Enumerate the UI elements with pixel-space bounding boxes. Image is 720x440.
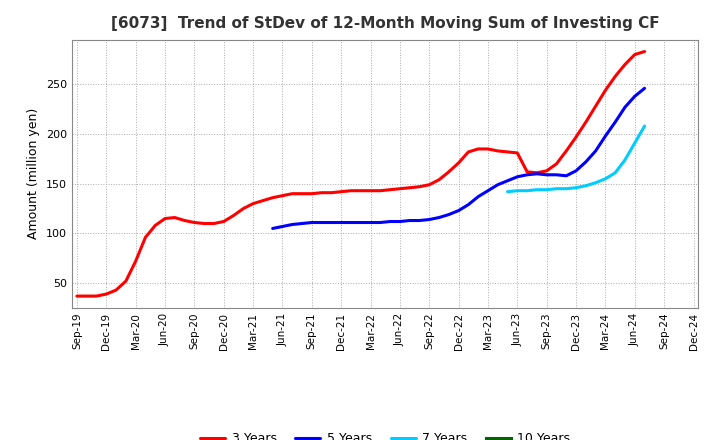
3 Years bbox=[640, 49, 649, 54]
5 Years bbox=[484, 188, 492, 193]
7 Years bbox=[621, 157, 629, 162]
5 Years bbox=[297, 221, 306, 226]
3 Years bbox=[366, 188, 375, 193]
5 Years bbox=[454, 208, 463, 213]
5 Years bbox=[523, 172, 531, 177]
5 Years bbox=[337, 220, 346, 225]
3 Years bbox=[484, 147, 492, 152]
7 Years bbox=[601, 176, 610, 181]
7 Years bbox=[552, 186, 561, 191]
5 Years bbox=[601, 133, 610, 139]
5 Years bbox=[640, 86, 649, 91]
Legend: 3 Years, 5 Years, 7 Years, 10 Years: 3 Years, 5 Years, 7 Years, 10 Years bbox=[195, 427, 575, 440]
5 Years bbox=[542, 172, 551, 177]
5 Years bbox=[288, 222, 297, 227]
5 Years bbox=[425, 217, 433, 222]
7 Years bbox=[631, 140, 639, 146]
5 Years bbox=[405, 218, 414, 223]
3 Years bbox=[92, 293, 101, 299]
3 Years bbox=[131, 259, 140, 264]
5 Years bbox=[621, 105, 629, 110]
7 Years bbox=[640, 124, 649, 129]
5 Years bbox=[582, 159, 590, 165]
7 Years bbox=[523, 188, 531, 193]
5 Years bbox=[464, 202, 473, 207]
7 Years bbox=[503, 189, 512, 194]
5 Years bbox=[503, 178, 512, 183]
3 Years bbox=[220, 219, 228, 224]
5 Years bbox=[386, 219, 395, 224]
5 Years bbox=[269, 226, 277, 231]
5 Years bbox=[611, 120, 619, 125]
5 Years bbox=[435, 215, 444, 220]
5 Years bbox=[533, 171, 541, 176]
5 Years bbox=[513, 174, 522, 180]
Title: [6073]  Trend of StDev of 12-Month Moving Sum of Investing CF: [6073] Trend of StDev of 12-Month Moving… bbox=[111, 16, 660, 32]
5 Years bbox=[631, 94, 639, 99]
7 Years bbox=[562, 186, 570, 191]
5 Years bbox=[278, 224, 287, 229]
5 Years bbox=[493, 182, 502, 187]
5 Years bbox=[444, 212, 453, 217]
5 Years bbox=[552, 172, 561, 177]
5 Years bbox=[307, 220, 316, 225]
5 Years bbox=[327, 220, 336, 225]
5 Years bbox=[395, 219, 404, 224]
5 Years bbox=[474, 194, 482, 199]
7 Years bbox=[611, 170, 619, 176]
5 Years bbox=[376, 220, 384, 225]
5 Years bbox=[366, 220, 375, 225]
7 Years bbox=[582, 183, 590, 188]
7 Years bbox=[513, 188, 522, 193]
5 Years bbox=[318, 220, 326, 225]
5 Years bbox=[356, 220, 365, 225]
5 Years bbox=[591, 148, 600, 154]
Line: 7 Years: 7 Years bbox=[508, 126, 644, 192]
5 Years bbox=[415, 218, 424, 223]
7 Years bbox=[591, 180, 600, 185]
3 Years bbox=[161, 216, 169, 221]
5 Years bbox=[562, 173, 570, 179]
Line: 3 Years: 3 Years bbox=[77, 51, 644, 296]
Y-axis label: Amount (million yen): Amount (million yen) bbox=[27, 108, 40, 239]
5 Years bbox=[572, 168, 580, 173]
7 Years bbox=[542, 187, 551, 192]
7 Years bbox=[572, 185, 580, 191]
3 Years bbox=[73, 293, 81, 299]
5 Years bbox=[346, 220, 355, 225]
7 Years bbox=[533, 187, 541, 192]
Line: 5 Years: 5 Years bbox=[273, 88, 644, 228]
